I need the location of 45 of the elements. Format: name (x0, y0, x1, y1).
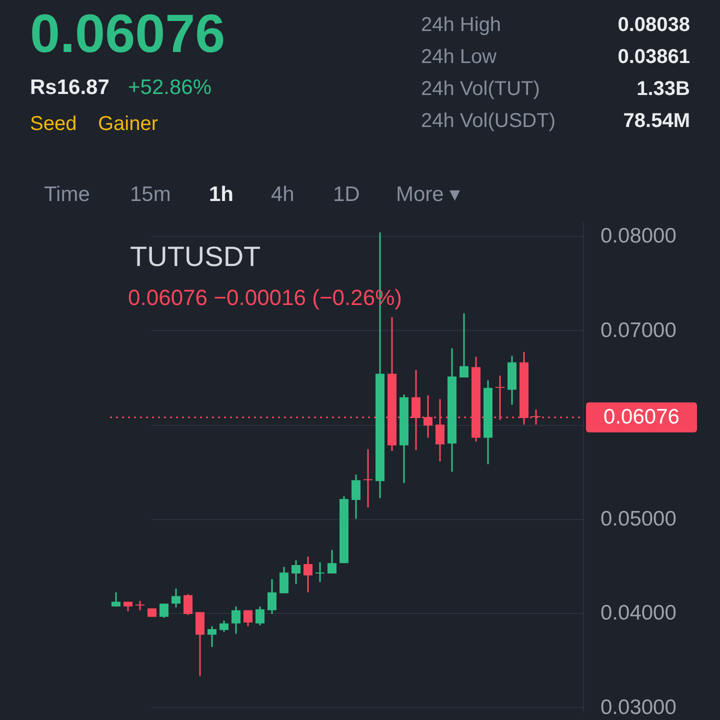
text: 0.08038 (618, 14, 690, 36)
text: TUTUSDT (130, 241, 261, 272)
candlestick (196, 611, 204, 677)
text: More ▾ (396, 183, 461, 206)
text: Rs16.87 (30, 76, 110, 99)
candlestick (352, 474, 360, 520)
candlestick (244, 609, 252, 627)
text: 4h (271, 183, 294, 206)
candlestick (220, 620, 228, 633)
text: 24h High (421, 14, 502, 36)
candlestick (232, 606, 240, 635)
text: 15m (130, 183, 171, 206)
candlestick (280, 566, 288, 594)
text: 24h Vol(USDT) (421, 110, 556, 132)
y-tick-label: 0.05000 (600, 507, 676, 530)
y-tick-label: 0.04000 (600, 602, 676, 625)
text: 1h (209, 183, 234, 206)
text: 0.03861 (618, 46, 690, 68)
candlestick (268, 578, 276, 615)
text: Seed (30, 113, 77, 135)
text: Gainer (98, 113, 158, 135)
candlestick (184, 593, 192, 616)
candlestick (136, 600, 144, 611)
text: Time (44, 183, 90, 206)
candlestick (304, 556, 312, 594)
ref-line-label: 0.06076 (604, 405, 680, 428)
candlestick (460, 312, 468, 378)
candlestick (256, 606, 264, 626)
candlestick (160, 602, 168, 619)
candlestick (208, 626, 216, 648)
text: 1D (333, 183, 360, 206)
candlestick (316, 561, 324, 583)
text: 0.06076 (30, 4, 226, 64)
y-tick-label: 0.08000 (600, 224, 676, 248)
text: 78.54M (623, 110, 690, 132)
text: 24h Low (421, 46, 498, 68)
y-tick-label: 0.07000 (600, 318, 676, 342)
candlestick (172, 588, 180, 608)
text: 1.33B (636, 78, 690, 100)
text: 24h Vol(TUT) (421, 78, 540, 100)
candlestick (292, 560, 300, 585)
y-tick-label: 0.03000 (600, 696, 676, 719)
candlestick (112, 592, 120, 608)
candlestick (328, 549, 336, 574)
text: +52.86% (128, 76, 212, 99)
